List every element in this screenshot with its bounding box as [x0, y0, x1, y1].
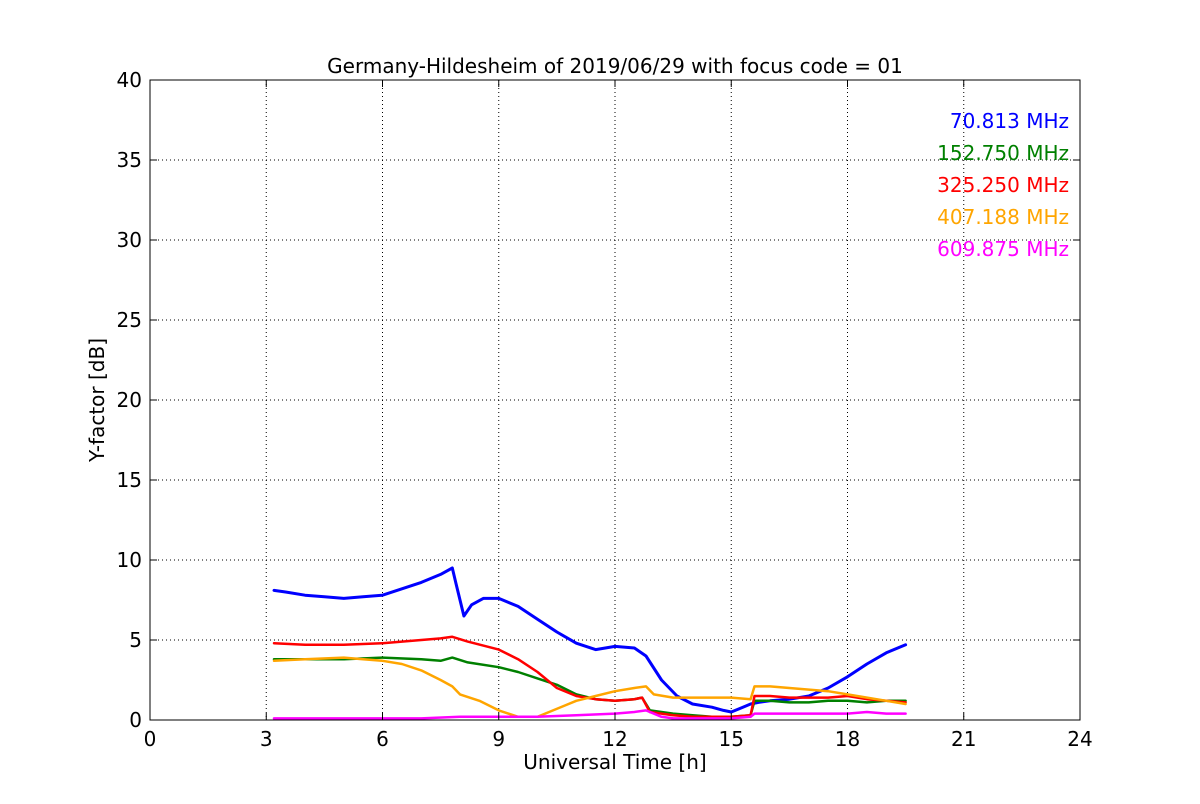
y-tick-label: 20 [117, 388, 142, 412]
legend-entry: 325.250 MHz [937, 173, 1069, 197]
x-tick-label: 18 [835, 727, 860, 751]
x-tick-label: 0 [144, 727, 157, 751]
x-tick-label: 9 [492, 727, 505, 751]
legend-entry: 609.875 MHz [937, 237, 1069, 261]
y-tick-label: 10 [117, 548, 142, 572]
y-axis-label: Y-factor [dB] [85, 338, 109, 463]
legend: 70.813 MHz 152.750 MHz 325.250 MHz 407.188 … [937, 109, 1069, 261]
series-line-2 [272, 635, 907, 719]
x-tick-label: 15 [719, 727, 744, 751]
x-tick-label: 24 [1067, 727, 1092, 751]
y-tick-label: 15 [117, 468, 142, 492]
legend-entry: 152.750 MHz [937, 141, 1069, 165]
chart-title: Germany-Hildesheim of 2019/06/29 with fo… [327, 54, 903, 78]
x-tick-label: 12 [602, 727, 627, 751]
x-axis-label: Universal Time [h] [523, 750, 706, 774]
x-tick-label: 21 [951, 727, 976, 751]
y-tick-label: 35 [117, 148, 142, 172]
x-tick-label: 3 [260, 727, 273, 751]
y-tick-label: 0 [129, 708, 142, 732]
legend-entry: 70.813 MHz [950, 109, 1069, 133]
y-tick-label: 30 [117, 228, 142, 252]
y-tick-label: 5 [129, 628, 142, 652]
x-tick-label: 6 [376, 727, 389, 751]
series-lines [272, 566, 908, 720]
y-tick-label: 40 [117, 68, 142, 92]
legend-entry: 407.188 MHz [937, 205, 1069, 229]
axis-ticks: 0 3 6 9 12 15 18 21 24 0 5 10 15 20 25 30 35 40 [117, 68, 1093, 751]
y-tick-label: 25 [117, 308, 142, 332]
grid [150, 80, 1080, 720]
series-line-3 [272, 656, 907, 719]
series-line-4 [272, 709, 907, 720]
